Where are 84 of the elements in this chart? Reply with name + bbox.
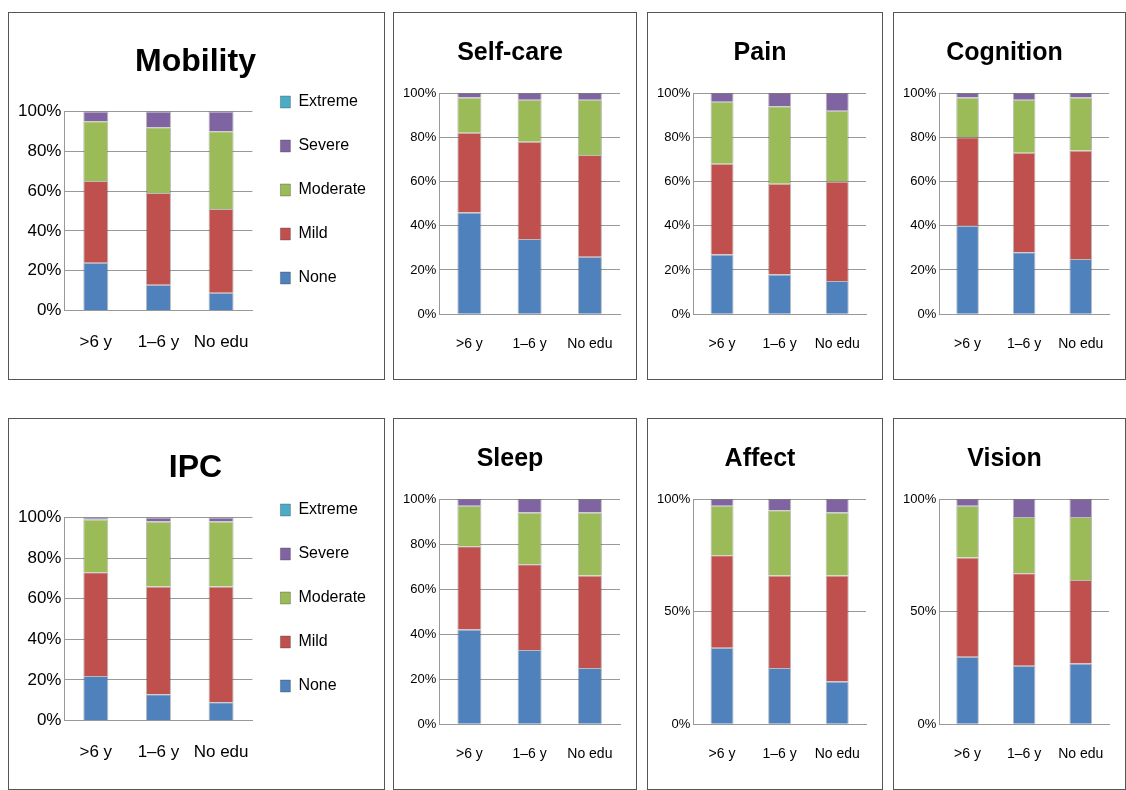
y-tick-label: 0% <box>917 305 937 321</box>
legend-label: Mild <box>298 224 328 242</box>
y-tick-label: 40% <box>27 629 62 649</box>
y-tick-label: 0% <box>417 715 437 731</box>
legend-label: Severe <box>298 544 350 562</box>
chart-title: Sleep <box>476 442 544 471</box>
legend-label: Mild <box>298 632 328 650</box>
y-tick-label: 100% <box>18 101 62 121</box>
x-tick-label: 1–6 y <box>1007 745 1042 762</box>
x-tick-label: >6 y <box>708 335 736 352</box>
y-tick-label: 20% <box>910 261 937 277</box>
y-tick-label: 100% <box>403 490 437 506</box>
y-tick-label: 0% <box>417 305 437 321</box>
x-tick-label: >6 y <box>708 745 736 762</box>
x-tick-label: >6 y <box>954 745 981 762</box>
x-tick-label: 1–6 y <box>137 332 180 352</box>
y-tick-label: 0% <box>36 300 62 320</box>
chart-title: Affect <box>724 442 797 471</box>
y-tick-label: 60% <box>664 173 691 189</box>
y-tick-label: 100% <box>657 490 691 506</box>
y-tick-label: 0% <box>671 715 691 731</box>
x-tick-label: >6 y <box>455 335 483 352</box>
legend-label: Moderate <box>298 180 367 198</box>
legend-label: Severe <box>298 136 350 154</box>
y-tick-label: 60% <box>27 180 62 200</box>
y-tick-label: 40% <box>910 217 937 233</box>
x-tick-label: >6 y <box>79 332 113 352</box>
legend-label: None <box>298 676 337 694</box>
y-tick-label: 60% <box>410 173 437 189</box>
y-tick-label: 0% <box>36 710 62 730</box>
y-tick-label: 80% <box>410 535 437 551</box>
x-tick-label: >6 y <box>79 742 113 762</box>
legend-label: Extreme <box>298 500 359 518</box>
chart-title: Mobility <box>135 42 257 79</box>
y-tick-label: 100% <box>403 84 437 100</box>
y-tick-label: 0% <box>671 305 691 321</box>
x-tick-label: No edu <box>1058 745 1104 762</box>
legend-label: None <box>298 268 337 286</box>
y-tick-label: 80% <box>664 128 691 144</box>
y-tick-label: 50% <box>664 603 691 619</box>
chart-title: Vision <box>967 442 1042 471</box>
x-tick-label: 1–6 y <box>137 742 180 762</box>
y-tick-label: 40% <box>410 625 437 641</box>
x-tick-label: No edu <box>567 745 613 762</box>
y-tick-label: 20% <box>664 261 691 277</box>
legend-label: Extreme <box>298 92 359 110</box>
x-tick-label: No edu <box>814 745 860 762</box>
x-tick-label: No edu <box>193 742 249 762</box>
y-tick-label: 20% <box>27 669 62 689</box>
y-tick-label: 60% <box>910 173 937 189</box>
y-tick-label: 60% <box>410 580 437 596</box>
x-tick-label: 1–6 y <box>512 745 547 762</box>
legend-label: Moderate <box>298 588 367 606</box>
x-tick-label: No edu <box>814 335 860 352</box>
y-tick-label: 40% <box>664 217 691 233</box>
chart-title: Pain <box>733 36 787 65</box>
x-tick-label: No edu <box>193 332 249 352</box>
x-tick-label: >6 y <box>954 335 981 352</box>
y-tick-label: 100% <box>903 490 937 506</box>
y-tick-label: 40% <box>410 217 437 233</box>
chart-title: Self-care <box>457 36 563 65</box>
chart-title: IPC <box>168 448 223 485</box>
chart-title: Cognition <box>946 36 1063 65</box>
y-tick-label: 60% <box>27 588 62 608</box>
y-tick-label: 0% <box>917 715 937 731</box>
y-tick-label: 50% <box>910 603 937 619</box>
x-tick-label: 1–6 y <box>762 335 797 352</box>
y-tick-label: 80% <box>910 128 937 144</box>
y-tick-label: 20% <box>410 261 437 277</box>
x-tick-label: 1–6 y <box>762 745 797 762</box>
x-tick-label: No edu <box>567 335 613 352</box>
y-tick-label: 80% <box>27 140 62 160</box>
y-tick-label: 40% <box>27 220 62 240</box>
y-tick-label: 20% <box>410 670 437 686</box>
x-tick-label: 1–6 y <box>512 335 547 352</box>
y-tick-label: 100% <box>18 507 62 527</box>
x-tick-label: >6 y <box>455 745 483 762</box>
y-tick-label: 100% <box>657 84 691 100</box>
x-tick-label: 1–6 y <box>1007 335 1042 352</box>
y-tick-label: 20% <box>27 260 62 280</box>
y-tick-label: 80% <box>27 547 62 567</box>
y-tick-label: 100% <box>903 84 937 100</box>
y-tick-label: 80% <box>410 128 437 144</box>
x-tick-label: No edu <box>1058 335 1104 352</box>
